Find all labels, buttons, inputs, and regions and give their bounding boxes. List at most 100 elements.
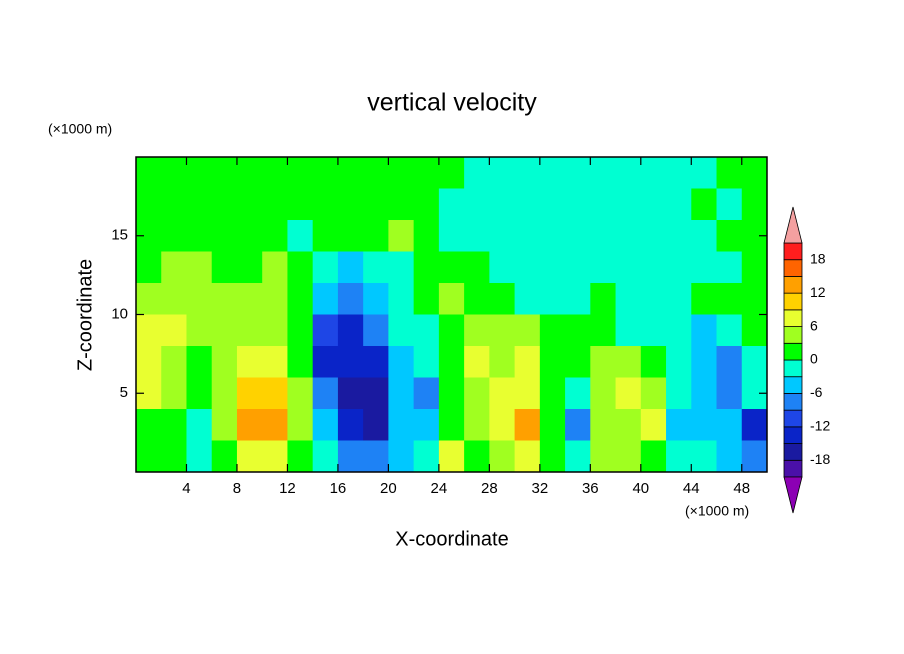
contour-cell	[514, 440, 541, 473]
contour-cell	[186, 283, 213, 315]
x-tick-label: 28	[481, 480, 498, 497]
contour-cell	[161, 314, 187, 347]
contour-cell	[640, 377, 667, 410]
contour-cell	[539, 283, 566, 315]
contour-cell	[716, 220, 743, 252]
contour-cell	[615, 377, 642, 410]
contour-cell	[514, 251, 541, 284]
contour-cell	[741, 251, 768, 284]
contour-cell	[337, 440, 364, 473]
contour-cell	[565, 377, 591, 410]
contour-cell	[312, 440, 339, 473]
contour-cell	[615, 251, 642, 284]
contour-cell	[565, 220, 591, 252]
contour-cell	[565, 283, 591, 315]
contour-cell	[464, 283, 490, 315]
contour-cell	[413, 251, 440, 284]
contour-cell	[640, 409, 667, 441]
contour-cell	[691, 346, 718, 378]
contour-cell	[236, 346, 263, 378]
contour-cell	[312, 346, 339, 378]
contour-cell	[666, 314, 692, 347]
contour-cell	[691, 188, 718, 221]
contour-cell	[741, 440, 768, 473]
contour-cell	[590, 314, 617, 347]
contour-cell	[590, 283, 617, 315]
contour-cell	[287, 314, 314, 347]
contour-cell	[312, 220, 339, 252]
contour-cell	[464, 440, 490, 473]
contour-cell	[287, 440, 314, 473]
contour-cell	[666, 409, 692, 441]
contour-cell	[136, 251, 162, 284]
contour-cell	[514, 314, 541, 347]
contour-cell	[438, 283, 465, 315]
contour-cell	[438, 440, 465, 473]
contour-cell	[741, 283, 768, 315]
contour-cell	[741, 188, 768, 221]
y-tick-label: 10	[111, 305, 128, 322]
contour-cell	[337, 251, 364, 284]
contour-cell	[262, 283, 288, 315]
contour-cell	[666, 188, 692, 221]
contour-cell	[539, 188, 566, 221]
contour-cell	[489, 409, 516, 441]
contour-cell	[565, 314, 591, 347]
contour-cell	[716, 409, 743, 441]
contour-cell	[262, 409, 288, 441]
contour-cell	[590, 377, 617, 410]
contour-cell	[716, 346, 743, 378]
contour-cell	[464, 157, 490, 189]
contour-cell	[388, 283, 415, 315]
contour-cell	[666, 283, 692, 315]
contour-cell	[337, 157, 364, 189]
contour-cell	[464, 346, 490, 378]
contour-cell	[413, 314, 440, 347]
x-tick-label: 48	[733, 480, 750, 497]
contour-cell	[136, 346, 162, 378]
contour-cell	[211, 220, 238, 252]
contour-cell	[539, 314, 566, 347]
colorbar-band	[783, 309, 803, 327]
contour-cell	[211, 157, 238, 189]
contour-cell	[716, 157, 743, 189]
contour-cell	[236, 188, 263, 221]
contour-cell	[489, 440, 516, 473]
contour-cell	[741, 157, 768, 189]
contour-cell	[741, 314, 768, 347]
contour-cell	[691, 440, 718, 473]
contour-cell	[363, 220, 389, 252]
contour-cell	[590, 440, 617, 473]
x-tick-label: 44	[683, 480, 700, 497]
contour-cell	[666, 440, 692, 473]
contour-cell	[186, 409, 213, 441]
contour-cell	[489, 346, 516, 378]
colorbar-band	[783, 242, 803, 261]
contour-cell	[590, 157, 617, 189]
chart-title: vertical velocity	[367, 89, 537, 117]
colorbar-band	[783, 393, 803, 411]
contour-cell	[464, 409, 490, 441]
contour-cell	[388, 314, 415, 347]
contour-cell	[666, 377, 692, 410]
contour-cell	[262, 314, 288, 347]
contour-cell	[464, 377, 490, 410]
colorbar-tick-label: 0	[810, 351, 818, 367]
contour-cell	[413, 220, 440, 252]
contour-cell	[640, 251, 667, 284]
contour-cell	[211, 283, 238, 315]
contour-cell	[337, 346, 364, 378]
contour-cell	[363, 377, 389, 410]
contour-cell	[262, 188, 288, 221]
contour-cell	[514, 188, 541, 221]
contour-cell	[388, 157, 415, 189]
contour-cell	[287, 346, 314, 378]
contour-cell	[287, 283, 314, 315]
contour-cell	[211, 440, 238, 473]
contour-cell	[615, 346, 642, 378]
colorbar-band	[783, 292, 803, 311]
contour-cell	[691, 314, 718, 347]
x-tick-label: 20	[380, 480, 397, 497]
contour-cell	[565, 157, 591, 189]
contour-cell	[186, 157, 213, 189]
